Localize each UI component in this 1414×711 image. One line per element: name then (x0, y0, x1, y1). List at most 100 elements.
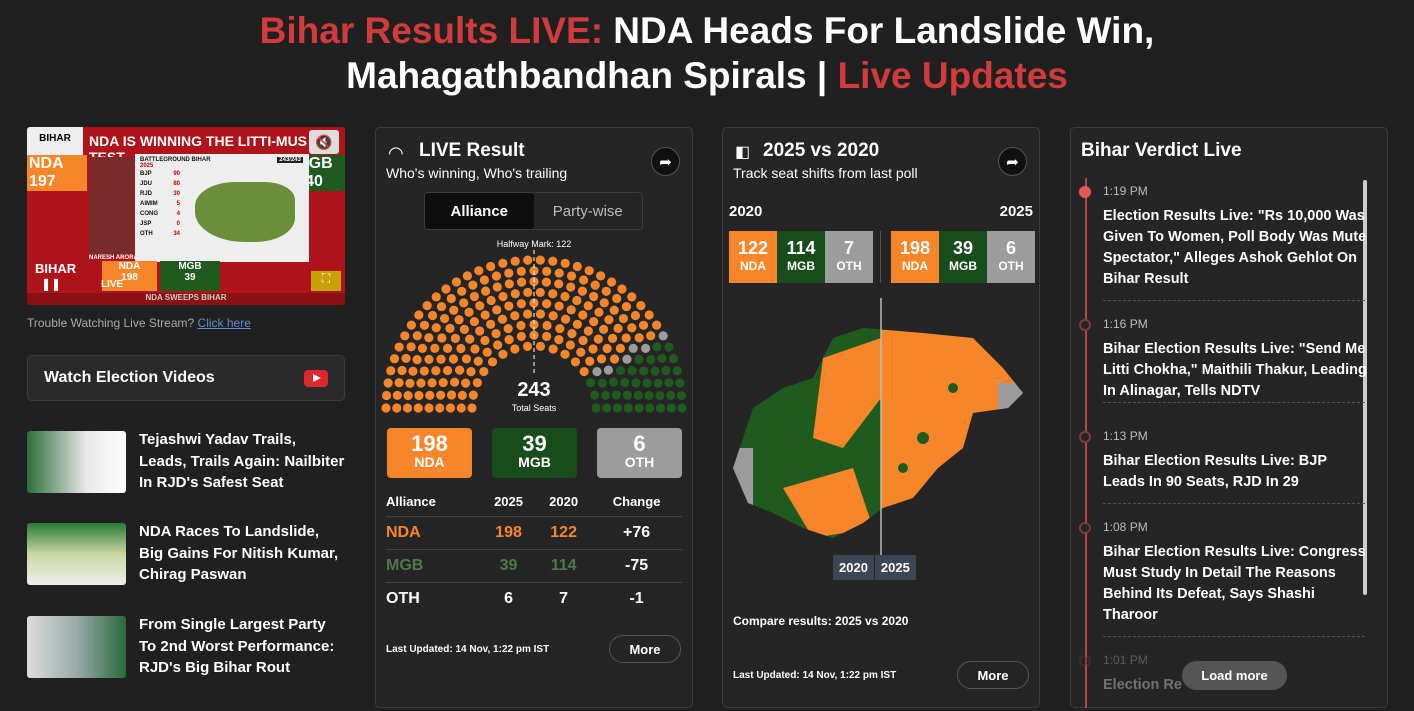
video-nda-label: NDA (29, 155, 64, 172)
fullscreen-icon[interactable]: ⛶ (311, 271, 341, 291)
cell: 7 (559, 589, 569, 607)
live-video-player[interactable]: NDA IS WINNING THE LITTI-MUS TEST BIHAR … (27, 127, 345, 305)
seat-dot-nda (450, 333, 461, 343)
share-icon[interactable]: ➦ (998, 147, 1027, 176)
click-here-link[interactable]: Click here (197, 316, 251, 330)
seat-dot-mgb (661, 365, 671, 376)
load-more-button[interactable]: Load more (1182, 661, 1287, 690)
seat-dot-nda (599, 324, 609, 335)
seat-dot-nda (516, 266, 526, 276)
seat-dot-nda (618, 313, 629, 324)
seat-value: 6 (1005, 238, 1016, 258)
seat-dot-nda (646, 331, 656, 341)
view-toggle: Alliance Party-wise (424, 192, 643, 230)
story-title[interactable]: Tejashwi Yadav Trails, Leads, Trails Aga… (139, 431, 345, 491)
timeline-item[interactable]: 1:13 PM Bihar Election Results Live: BJP … (1079, 429, 1368, 493)
timeline-item[interactable]: 1:19 PM Election Results Live: "Rs 10,000… (1079, 184, 1368, 290)
timeline-item[interactable]: 1:01 PM Election Re (1079, 653, 1368, 696)
seat-dot-mgb (644, 390, 654, 401)
seat-dot-mgb (612, 403, 623, 413)
seat-dot-nda (570, 357, 581, 367)
cell: OTH (386, 589, 420, 607)
seat-dot-nda (548, 289, 558, 299)
seat-dot-nda (412, 354, 422, 365)
seat-box-2020-mgb: 114 MGB (777, 231, 825, 283)
seat-dot-nda (491, 329, 501, 339)
cell: -1 (629, 589, 644, 607)
seat-dot-nda (588, 344, 598, 354)
seat-dot-oth (658, 331, 668, 341)
seat-dot-nda (652, 320, 662, 330)
story-title[interactable]: From Single Largest Party To 2nd Worst P… (139, 616, 335, 676)
seat-dot-oth (640, 343, 651, 353)
seat-dot-nda (414, 390, 424, 401)
last-updated: Last Updated: 14 Nov, 1:22 pm IST (386, 644, 550, 655)
seat-dot-nda (402, 403, 413, 413)
seat-dot-nda (414, 310, 424, 320)
mute-icon[interactable]: 🔇 (309, 130, 339, 154)
more-button[interactable]: More (609, 635, 681, 663)
trouble-text: Trouble Watching Live Stream? Click here (27, 316, 251, 330)
seat-dot-nda (583, 301, 593, 311)
card-subtitle: Track seat shifts from last poll (733, 165, 918, 181)
event-headline[interactable]: Election Results Live: "Rs 10,000 Was Gi… (1103, 208, 1367, 287)
tab-party-wise[interactable]: Party-wise (552, 202, 623, 220)
seat-dot-mgb (611, 390, 622, 400)
seat-dot-nda (542, 320, 552, 331)
video-party-row: BJP 90 (140, 171, 180, 177)
share-icon[interactable]: ➦ (651, 147, 680, 176)
video-party-row: JSP 0 (140, 221, 180, 227)
event-headline[interactable]: Bihar Election Results Live: Congress Mu… (1103, 544, 1366, 623)
seat-dot-nda (510, 311, 520, 321)
nda-label: NDA (414, 454, 445, 470)
seat-dot-nda (498, 349, 508, 359)
story-item[interactable]: Tejashwi Yadav Trails, Leads, Trails Aga… (27, 431, 347, 494)
pause-icon[interactable]: ❚❚ (41, 277, 62, 291)
story-item[interactable]: From Single Largest Party To 2nd Worst P… (27, 616, 347, 679)
story-item[interactable]: NDA Races To Landslide, Big Gains For Ni… (27, 523, 347, 586)
watch-videos-label: Watch Election Videos (44, 369, 215, 386)
seat-dot-nda (457, 390, 467, 400)
seat-dot-nda (413, 403, 423, 413)
seat-dot-nda (504, 279, 514, 289)
seat-dot-mgb (666, 403, 676, 413)
compare-slider[interactable]: 2020 2025 (833, 555, 916, 580)
timeline-item[interactable]: 1:16 PM Bihar Election Results Live: "Sen… (1079, 317, 1368, 402)
seat-dot-mgb (653, 378, 663, 388)
seat-dot-nda (439, 313, 450, 324)
seat-dot-nda (516, 299, 526, 309)
seat-value: 39 (952, 238, 974, 258)
seat-dot-nda (436, 390, 446, 400)
seat-dot-nda (381, 403, 391, 413)
seat-dot-nda (504, 301, 514, 311)
watch-election-videos-button[interactable]: Watch Election Videos (27, 355, 345, 401)
seat-dot-nda (504, 268, 514, 278)
tab-alliance[interactable]: Alliance (425, 193, 534, 229)
seat-label: OTH (998, 259, 1024, 273)
scrollbar[interactable] (1363, 180, 1367, 595)
seat-dot-nda (572, 319, 582, 329)
seat-dot-nda (456, 343, 466, 354)
seat-dot-nda (498, 291, 508, 302)
timeline-item[interactable]: 1:08 PM Bihar Election Results Live: Cong… (1079, 520, 1368, 626)
story-title[interactable]: NDA Races To Landslide, Big Gains For Ni… (139, 523, 339, 583)
event-headline[interactable]: Bihar Election Results Live: BJP Leads I… (1103, 453, 1327, 490)
seat-dot-nda (479, 366, 489, 377)
video-banner: NDA IS WINNING THE LITTI-MUS TEST (89, 133, 308, 165)
seat-label: NDA (740, 259, 766, 273)
seat-dot-mgb (675, 378, 685, 388)
seat-dot-mgb (586, 378, 596, 388)
seat-dot-nda (617, 284, 627, 294)
seat-dot-nda (451, 277, 462, 287)
event-headline[interactable]: Election Re (1103, 677, 1182, 693)
event-headline[interactable]: Bihar Election Results Live: "Send Me Li… (1103, 341, 1367, 399)
video-party-row: OTH 34 (140, 231, 180, 237)
seat-dot-nda (636, 300, 646, 311)
more-button[interactable]: More (957, 661, 1029, 689)
col-2020: 2020 (536, 488, 592, 517)
seat-dot-nda (468, 390, 478, 400)
seat-dot-nda (491, 271, 502, 281)
seat-dot-mgb (634, 354, 644, 364)
cell: 198 (480, 516, 537, 550)
seat-dot-nda (448, 354, 459, 364)
